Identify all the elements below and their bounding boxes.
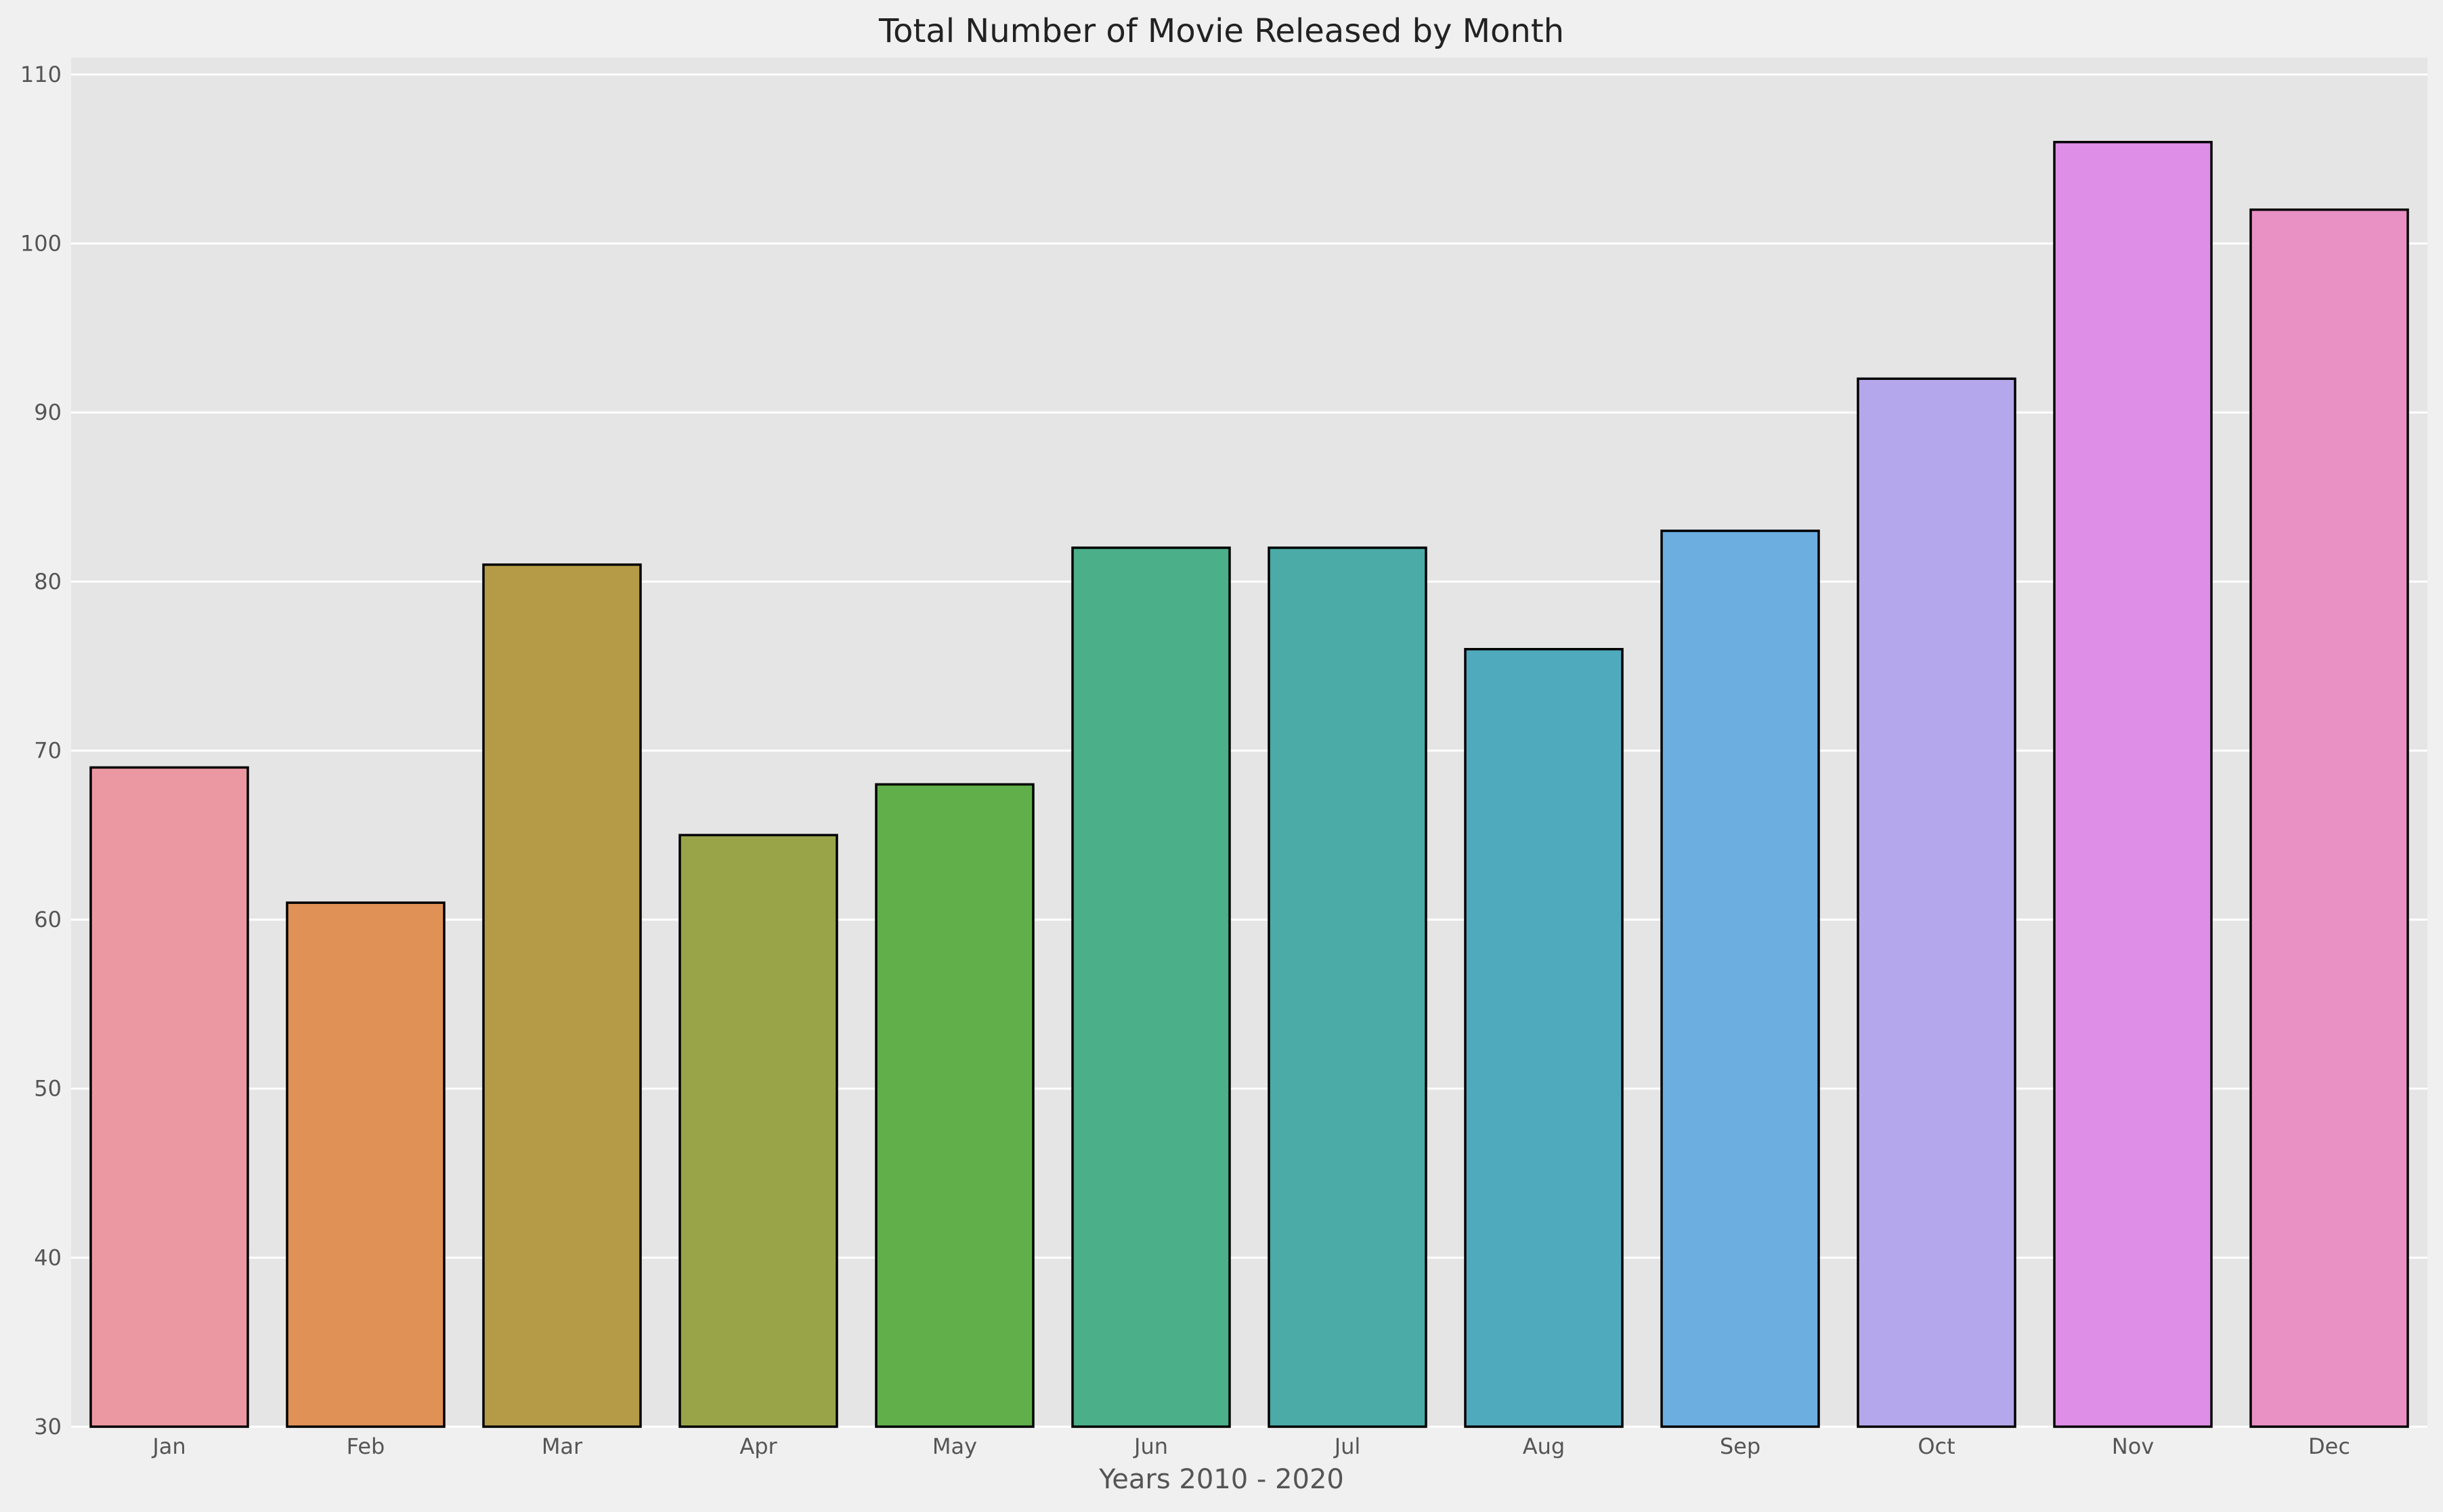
bar-aug	[1464, 647, 1624, 1428]
bar-feb	[286, 901, 446, 1428]
y-tick-label: 50	[34, 1076, 62, 1102]
chart-title: Total Number of Movie Released by Month	[878, 12, 1564, 50]
x-tick-label: Nov	[2112, 1433, 2154, 1459]
x-axis-label: Years 2010 - 2020	[1098, 1464, 1344, 1495]
bar-apr	[678, 834, 838, 1428]
x-tick-label: Jan	[151, 1433, 186, 1459]
y-axis-tick-labels: 30 40 50 60 70 80 90 100 110	[20, 62, 62, 1440]
bar-jun	[1071, 546, 1231, 1428]
x-tick-label: Jun	[1133, 1433, 1168, 1459]
bar-nov	[2053, 141, 2213, 1428]
y-tick-label: 110	[20, 62, 62, 87]
bar-mar	[482, 563, 642, 1428]
y-tick-label: 40	[34, 1245, 62, 1270]
y-tick-label: 80	[34, 569, 62, 595]
bar-jan	[89, 766, 249, 1428]
y-tick-label: 60	[34, 907, 62, 932]
bar-jul	[1268, 546, 1427, 1428]
x-axis-tick-labels: Jan Feb Mar Apr May Jun Jul Aug Sep Oct Nov Dec	[151, 1433, 2350, 1459]
gridlines	[71, 73, 2427, 1428]
x-tick-label: Dec	[2308, 1433, 2350, 1459]
x-tick-label: Feb	[347, 1433, 385, 1459]
x-tick-label: Mar	[542, 1433, 583, 1459]
y-tick-label: 100	[20, 231, 62, 257]
bar-dec	[2249, 208, 2409, 1428]
y-tick-label: 70	[34, 737, 62, 763]
x-tick-label: Sep	[1720, 1433, 1760, 1459]
x-tick-label: Jul	[1333, 1433, 1361, 1459]
bar-may	[875, 783, 1035, 1428]
plot-area	[71, 58, 2427, 1427]
x-tick-label: Oct	[1918, 1433, 1955, 1459]
x-tick-label: May	[932, 1433, 977, 1459]
bars	[89, 141, 2409, 1428]
x-tick-label: Apr	[739, 1433, 777, 1459]
bar-sep	[1660, 530, 1820, 1428]
y-tick-label: 90	[34, 399, 62, 425]
y-tick-label: 30	[34, 1414, 62, 1440]
bar-oct	[1857, 377, 2016, 1428]
x-tick-label: Aug	[1523, 1433, 1565, 1459]
